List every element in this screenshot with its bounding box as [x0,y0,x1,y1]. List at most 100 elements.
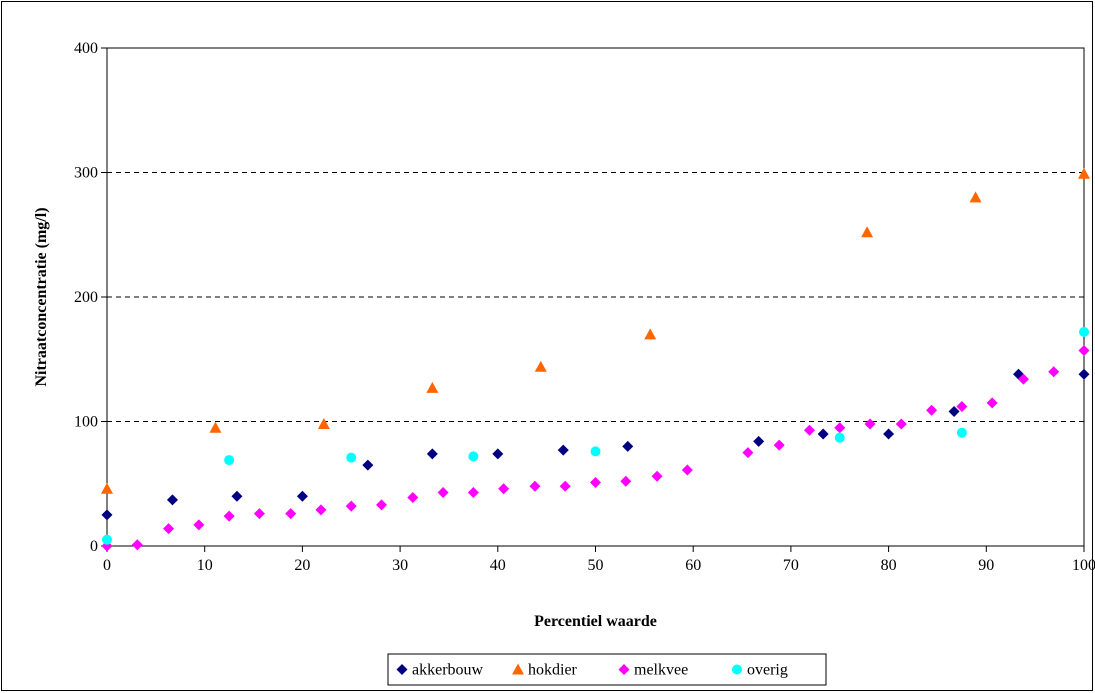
y-axis-title: Nitraatconcentratie (mg/l) [33,207,50,386]
data-point-melkvee [437,486,449,498]
data-point-overig [346,452,357,463]
legend-label-akkerbouw: akkerbouw [412,662,484,679]
data-point-melkvee [285,508,297,520]
legend-marker-melkvee [618,664,630,675]
x-tick-label: 60 [685,557,701,574]
legend-marker-overig [732,664,742,675]
data-point-melkvee [529,480,541,492]
data-point-melkvee [803,424,815,436]
data-point-melkvee [986,397,998,409]
data-point-overig [224,455,235,466]
data-point-melkvee [163,523,175,535]
data-point-overig [590,446,601,457]
x-axis-title: Percentiel waarde [534,613,657,630]
x-tick-label: 90 [978,557,994,574]
data-point-akkerbouw [296,490,308,502]
data-point-hokdier [1078,167,1090,179]
y-tick-label: 0 [90,538,98,555]
data-point-overig [468,451,479,462]
data-point-overig [102,534,112,545]
data-point-melkvee [651,470,663,482]
data-point-melkvee [956,401,968,413]
x-tick-label: 100 [1072,557,1095,574]
data-point-akkerbouw [101,509,113,521]
data-point-melkvee [1017,373,1029,385]
data-point-melkvee [131,539,143,551]
x-tick-label: 30 [392,557,408,574]
legend: akkerbouw hokdier melkvee overig [387,653,827,686]
data-point-melkvee [559,480,571,492]
data-point-hokdier [209,421,222,433]
legend-label-melkvee: melkvee [634,662,688,679]
data-points [101,167,1090,552]
series-overig [102,326,1089,545]
data-point-melkvee [834,422,846,434]
y-tick-label: 100 [74,414,98,431]
y-tick-label: 400 [74,40,98,57]
data-point-hokdier [317,417,330,429]
data-point-melkvee [223,510,235,522]
y-axis-ticks: 0 100 200 300 400 [74,40,107,555]
data-point-melkvee [1078,345,1090,357]
data-point-melkvee [193,519,205,531]
data-point-akkerbouw [1078,368,1090,380]
data-point-melkvee [253,508,265,520]
data-point-akkerbouw [362,459,374,471]
data-point-akkerbouw [426,448,438,460]
data-point-akkerbouw [948,406,960,418]
x-tick-label: 40 [490,557,506,574]
data-point-overig [1079,326,1089,337]
legend-label-overig: overig [747,662,788,679]
data-point-akkerbouw [753,435,765,447]
data-point-hokdier [861,226,874,238]
data-point-hokdier [644,328,657,340]
data-point-akkerbouw [557,444,569,456]
data-point-melkvee [864,418,876,430]
legend-marker-hokdier [512,663,524,675]
data-point-melkvee [1048,366,1060,378]
data-point-akkerbouw [622,440,634,452]
data-point-melkvee [407,491,419,503]
legend-label-hokdier: hokdier [528,662,578,679]
x-tick-label: 70 [783,557,799,574]
data-point-melkvee [895,418,907,430]
data-point-overig [834,432,845,443]
gridlines [107,47,1084,422]
data-point-melkvee [376,499,388,511]
legend-box [387,653,827,686]
series-hokdier [101,167,1090,494]
data-point-melkvee [345,500,357,512]
data-point-melkvee [467,486,479,498]
legend-marker-akkerbouw [396,664,408,675]
data-point-akkerbouw [817,428,829,440]
data-point-hokdier [101,482,113,494]
data-point-hokdier [426,381,439,393]
series-melkvee [101,345,1090,552]
data-point-akkerbouw [883,428,895,440]
x-tick-label: 50 [588,557,604,574]
data-point-akkerbouw [231,490,243,502]
data-point-melkvee [498,483,510,495]
data-point-melkvee [315,504,327,516]
data-point-hokdier [969,191,982,203]
data-point-melkvee [926,404,938,416]
data-point-akkerbouw [166,494,178,506]
data-point-melkvee [742,447,754,459]
data-point-melkvee [620,475,632,487]
data-point-overig [956,427,967,438]
x-tick-label: 20 [294,557,310,574]
x-axis-ticks: 0 10 20 30 40 50 60 70 80 90 100 [103,546,1095,574]
data-point-melkvee [681,464,693,476]
data-point-melkvee [590,477,601,489]
x-tick-label: 10 [197,557,213,574]
y-tick-label: 300 [74,165,98,182]
series-akkerbouw [101,368,1090,521]
y-tick-label: 200 [74,289,98,306]
data-point-akkerbouw [492,448,504,460]
data-point-melkvee [773,439,785,451]
data-point-hokdier [534,360,547,372]
x-tick-label: 0 [103,557,111,574]
x-tick-label: 80 [881,557,897,574]
